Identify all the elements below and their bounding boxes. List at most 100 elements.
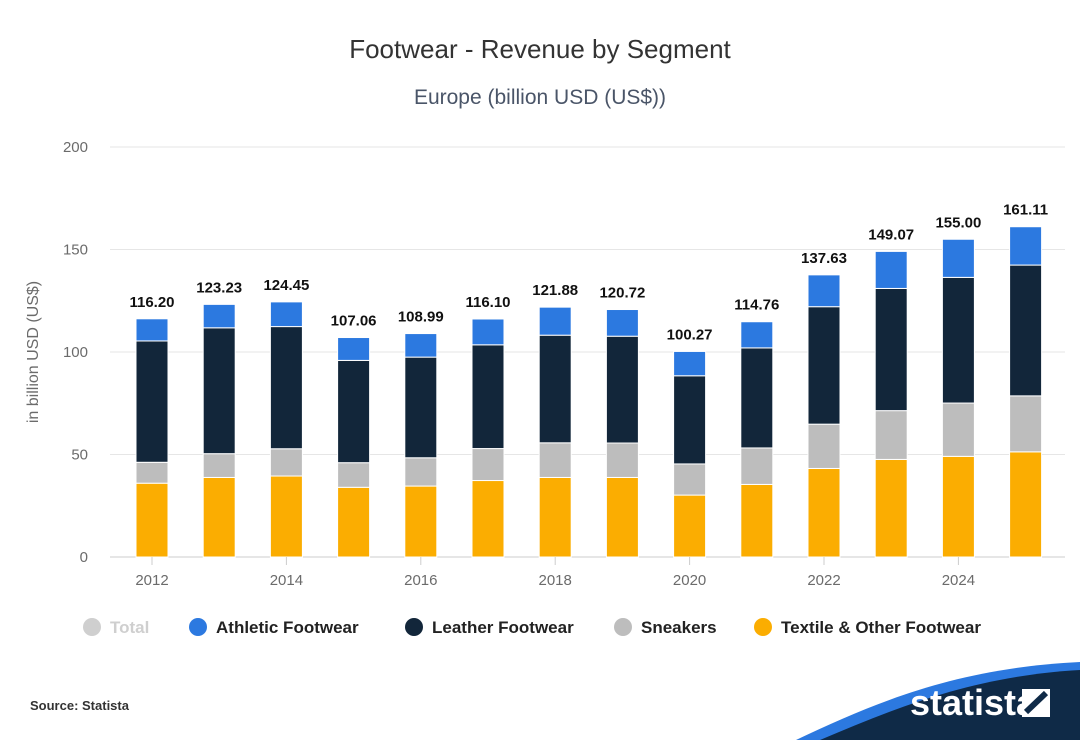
bar-segment[interactable] [1009, 264, 1043, 397]
source-text: Source: Statista [30, 698, 130, 713]
legend-item[interactable]: Total [83, 618, 149, 637]
x-tick-label: 2012 [135, 572, 168, 589]
y-axis-ticks: 0 50 100 150 200 [63, 139, 88, 566]
bar-segment[interactable] [202, 476, 236, 558]
bar-segment[interactable] [740, 483, 774, 558]
total-label: 100.27 [667, 326, 713, 343]
bar-segment[interactable] [941, 402, 975, 457]
bar-segment[interactable] [538, 442, 572, 478]
bar-segment[interactable] [269, 301, 303, 328]
legend-item[interactable]: Textile & Other Footwear [754, 618, 981, 637]
bar-segment[interactable] [404, 485, 438, 558]
bar-segment[interactable] [1009, 395, 1043, 453]
bar-segment[interactable] [404, 457, 438, 487]
bar-segment[interactable] [807, 274, 841, 308]
y-tick-label: 50 [71, 447, 88, 464]
bar-segment[interactable] [673, 494, 707, 558]
bars [135, 226, 1043, 558]
y-tick-label: 0 [80, 549, 88, 566]
legend-marker [614, 618, 632, 636]
legend-item[interactable]: Sneakers [614, 618, 717, 637]
bar-segment[interactable] [673, 375, 707, 465]
bar-segment[interactable] [605, 476, 639, 558]
total-label: 116.20 [129, 294, 174, 311]
x-tick-label: 2018 [539, 572, 572, 589]
bar-segment[interactable] [135, 482, 169, 558]
chart-subtitle: Europe (billion USD (US$)) [414, 86, 666, 109]
x-tick-label: 2014 [270, 572, 303, 589]
total-label: 121.88 [532, 282, 578, 299]
x-axis-ticks: 2012 2014 2016 2018 2020 2022 2024 [135, 557, 975, 589]
bar-segment[interactable] [202, 327, 236, 455]
total-label: 137.63 [801, 250, 847, 267]
bar-segment[interactable] [673, 350, 707, 377]
bar-segment[interactable] [807, 306, 841, 425]
bar-segment[interactable] [471, 344, 505, 450]
x-tick-label: 2024 [942, 572, 975, 589]
legend-item[interactable]: Athletic Footwear [189, 618, 359, 637]
bar-segment[interactable] [135, 340, 169, 463]
total-label: 116.10 [465, 294, 510, 311]
bar-segment[interactable] [874, 250, 908, 289]
bar-segment[interactable] [202, 303, 236, 329]
legend-label: Sneakers [641, 618, 717, 637]
bar-segment[interactable] [135, 318, 169, 342]
y-tick-label: 150 [63, 242, 88, 259]
x-tick-label: 2016 [404, 572, 437, 589]
legend-marker [405, 618, 423, 636]
legend-label: Athletic Footwear [216, 618, 359, 637]
bar-segment[interactable] [740, 347, 774, 449]
bar-segment[interactable] [874, 287, 908, 412]
total-label: 149.07 [868, 226, 914, 243]
brand-background [820, 670, 1080, 740]
bar-segment[interactable] [605, 335, 639, 444]
brand-logo-icon [1022, 689, 1050, 717]
bar-segment[interactable] [941, 238, 975, 278]
bar-segment[interactable] [471, 318, 505, 346]
bar-segment[interactable] [337, 486, 371, 558]
y-tick-label: 200 [63, 139, 88, 156]
legend: Total Athletic Footwear Leather Footwear Sn… [83, 618, 981, 637]
bar-segment[interactable] [337, 337, 371, 361]
chart-title: Footwear - Revenue by Segment [349, 34, 731, 64]
total-label: 107.06 [331, 313, 377, 330]
bar-segment[interactable] [740, 321, 774, 349]
bar-segment[interactable] [673, 463, 707, 496]
bar-segment[interactable] [538, 476, 572, 558]
bar-segment[interactable] [874, 458, 908, 558]
bar-segment[interactable] [538, 334, 572, 444]
bar-segment[interactable] [538, 306, 572, 336]
bar-segment[interactable] [269, 448, 303, 477]
bar-segment[interactable] [202, 453, 236, 478]
bar-segment[interactable] [269, 326, 303, 450]
brand-logo-text: statista [910, 682, 1037, 723]
bar-segment[interactable] [471, 480, 505, 558]
bar-segment[interactable] [740, 447, 774, 485]
bar-segment[interactable] [807, 423, 841, 469]
x-tick-label: 2020 [673, 572, 706, 589]
bar-segment[interactable] [807, 467, 841, 558]
y-tick-label: 100 [63, 344, 88, 361]
bar-segment[interactable] [1009, 226, 1043, 266]
bar-segment[interactable] [404, 333, 438, 358]
bar-segment[interactable] [874, 410, 908, 460]
total-label: 108.99 [398, 309, 444, 326]
bar-segment[interactable] [337, 359, 371, 464]
total-label: 161.11 [1003, 202, 1048, 219]
bar-segment[interactable] [404, 356, 438, 459]
bar-segment[interactable] [605, 309, 639, 337]
legend-label: Textile & Other Footwear [781, 618, 981, 637]
bar-segment[interactable] [471, 448, 505, 482]
total-label: 155.00 [935, 214, 981, 231]
bar-segment[interactable] [941, 276, 975, 404]
bar-segment[interactable] [337, 462, 371, 488]
bar-segment[interactable] [941, 455, 975, 558]
bar-segment[interactable] [605, 442, 639, 478]
x-tick-label: 2022 [807, 572, 840, 589]
legend-item[interactable]: Leather Footwear [405, 618, 574, 637]
bar-segment[interactable] [269, 475, 303, 558]
bar-segment[interactable] [135, 461, 169, 484]
gridlines [110, 146, 1065, 558]
total-label: 120.72 [599, 285, 645, 302]
bar-segment[interactable] [1009, 451, 1043, 558]
